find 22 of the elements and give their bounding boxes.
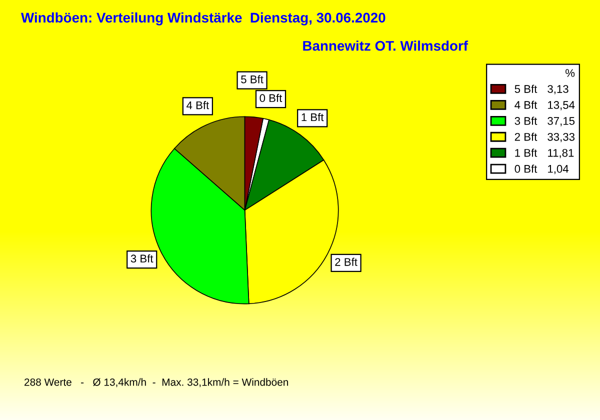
legend-label: 3 Bft — [514, 116, 538, 125]
data-label: 1,04 — [548, 164, 568, 174]
slice-label: 2 Bft — [335, 258, 358, 266]
chart-subtitle: Bannewitz OT. Wilmsdorf — [303, 40, 468, 51]
slice-label: 5 Bft — [241, 75, 264, 84]
legend-label: 5 Bft — [514, 84, 538, 93]
data-label: 3,13 — [548, 85, 568, 94]
slice-label: 0 Bft — [260, 94, 282, 102]
data-label: 37,15 — [548, 117, 575, 126]
legend-label: 4 Bft — [514, 100, 538, 109]
chart-title: Windböen: Verteilung Windstärke Dienstag, 30.06.2020 — [21, 12, 386, 26]
legend-title: % — [566, 69, 575, 77]
text: 288 Werte - Ø 13,4km/h - Max. 33,1km/h = Windböen — [24, 378, 288, 388]
data-label: 13,54 — [548, 101, 575, 110]
slice-label: 3 Bft — [130, 254, 154, 263]
legend-label: 1 Bft — [515, 148, 538, 157]
data-label: 11,81 — [548, 148, 574, 158]
data-label: 33,33 — [548, 132, 575, 142]
slice-label: 4 Bft — [186, 101, 210, 110]
legend-label: 2 Bft — [514, 132, 538, 141]
slice-label: 1 Bft — [302, 113, 324, 122]
legend-label: 0 Bft — [514, 164, 538, 173]
